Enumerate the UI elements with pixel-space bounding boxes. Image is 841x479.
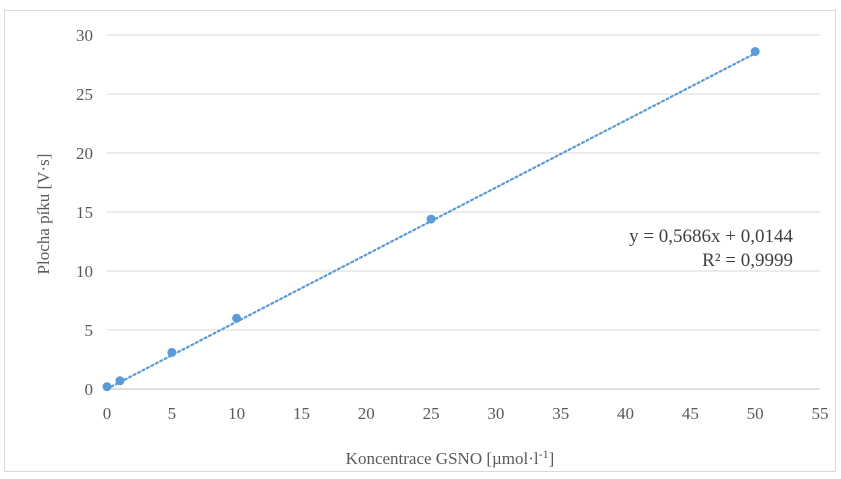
data-point bbox=[426, 214, 436, 224]
x-tick-label: 35 bbox=[552, 404, 569, 423]
x-tick-label: 50 bbox=[747, 404, 764, 423]
data-point bbox=[115, 376, 125, 386]
y-tick-label: 20 bbox=[76, 144, 93, 163]
x-tick-label: 0 bbox=[103, 404, 112, 423]
y-tick-label: 15 bbox=[76, 203, 93, 222]
y-tick-label: 25 bbox=[76, 85, 93, 104]
x-tick-label: 55 bbox=[812, 404, 829, 423]
x-tick-label: 5 bbox=[168, 404, 177, 423]
x-tick-label: 40 bbox=[617, 404, 634, 423]
x-axis-title-end: ] bbox=[549, 449, 555, 468]
chart-frame bbox=[4, 10, 836, 472]
x-axis-title-sup: -1 bbox=[539, 447, 549, 461]
x-tick-label: 15 bbox=[293, 404, 310, 423]
trendline-r2: R² = 0,9999 bbox=[702, 250, 793, 271]
x-axis-title-main: Koncentrace GSNO [µmol·l bbox=[346, 449, 539, 468]
y-axis-title: Plocha píku [V·s] bbox=[34, 154, 53, 275]
x-tick-label: 30 bbox=[487, 404, 504, 423]
data-point bbox=[750, 47, 760, 57]
x-axis-title: Koncentrace GSNO [µmol·l-1] bbox=[346, 447, 555, 468]
x-tick-label: 25 bbox=[423, 404, 440, 423]
gridlines bbox=[107, 34, 820, 390]
x-tick-label: 20 bbox=[358, 404, 375, 423]
y-tick-label: 5 bbox=[85, 321, 94, 340]
data-point bbox=[102, 382, 112, 392]
data-points bbox=[102, 47, 760, 392]
x-tick-labels: 0 5 10 15 20 25 30 35 40 45 50 55 bbox=[103, 404, 829, 423]
y-tick-label: 0 bbox=[85, 380, 94, 399]
trendline-equation: y = 0,5686x + 0,0144 bbox=[629, 226, 793, 247]
x-tick-label: 10 bbox=[228, 404, 245, 423]
y-tick-label: 30 bbox=[76, 26, 93, 45]
data-point bbox=[232, 313, 242, 323]
data-point bbox=[167, 347, 177, 357]
x-tick-label: 45 bbox=[682, 404, 699, 423]
y-tick-labels: 0 5 10 15 20 25 30 bbox=[76, 26, 93, 399]
y-tick-label: 10 bbox=[76, 262, 93, 281]
